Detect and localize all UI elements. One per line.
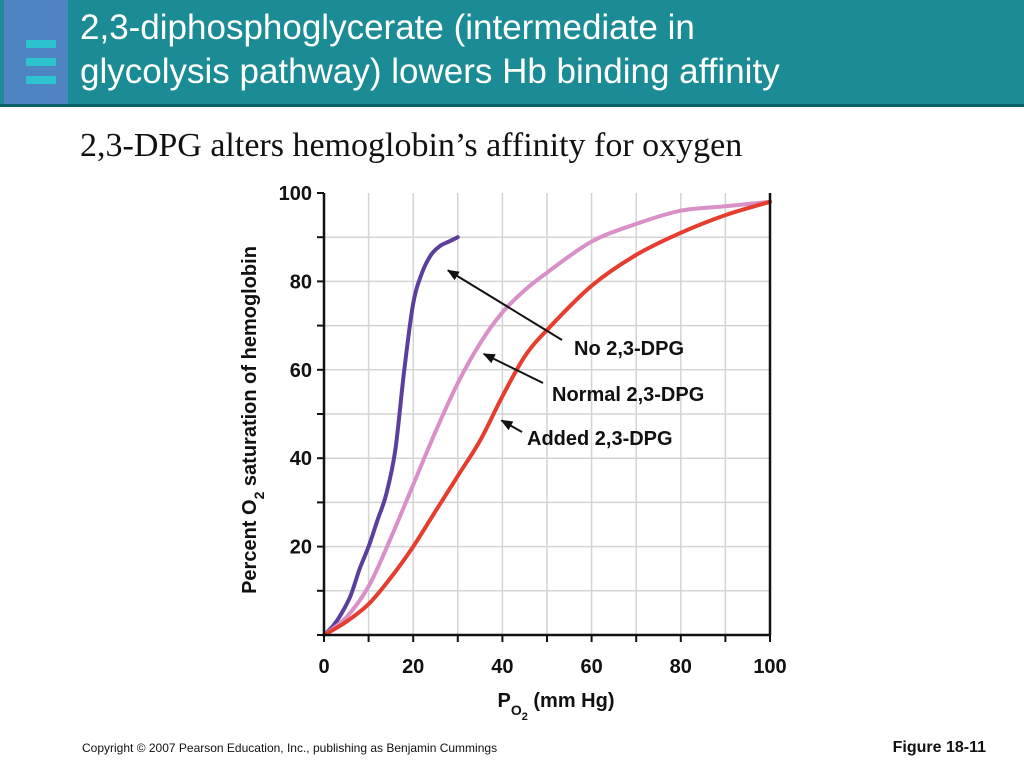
figure-label: Figure 18-11 [892, 739, 986, 756]
logo-bar [26, 76, 56, 84]
annotations: No 2,3-DPG Normal 2,3-DPG Added 2,3-DPG [446, 269, 704, 450]
x-tick-label: 100 [753, 656, 786, 678]
grid [324, 193, 770, 635]
tick-labels: 0 20 40 60 80 100 20 40 60 80 100 [279, 183, 787, 678]
y-axis-label: Percent O2 saturation of hemoglobin [239, 246, 267, 594]
y-tick-label: 60 [290, 360, 312, 382]
annotation-arrow [500, 419, 523, 433]
title-bar-divider [0, 104, 1024, 107]
slide-title: 2,3-diphosphoglycerate (intermediate in … [80, 8, 780, 91]
y-tick-label: 20 [290, 537, 312, 559]
x-tick-label: 20 [402, 656, 424, 678]
series-lines [322, 199, 772, 637]
logo-bar [26, 40, 56, 48]
logo-bar [26, 58, 56, 66]
annotation-label: Normal 2,3-DPG [552, 384, 704, 406]
x-tick-label: 0 [318, 656, 329, 678]
stacked-bars-logo-icon [4, 0, 68, 104]
annotation-arrow [482, 352, 544, 384]
x-axis-label: PO2 (mm Hg) [497, 690, 614, 723]
annotation-label: Added 2,3-DPG [527, 428, 673, 450]
series-line-added-2-3-dpg [322, 199, 772, 637]
slide-subtitle: 2,3-DPG alters hemoglobin’s affinity for… [80, 127, 743, 164]
x-tick-label: 60 [580, 656, 602, 678]
series-line-normal-2-3-dpg [322, 199, 772, 637]
x-tick-label: 40 [491, 656, 513, 678]
title-bar [0, 0, 1024, 104]
axes [317, 192, 772, 642]
annotation-label: No 2,3-DPG [574, 338, 684, 360]
y-tick-label: 40 [290, 448, 312, 470]
annotation-arrow [446, 269, 563, 341]
y-tick-label: 100 [279, 183, 312, 205]
x-tick-label: 80 [670, 656, 692, 678]
y-tick-label: 80 [290, 271, 312, 293]
series-line-no-2-3-dpg [322, 235, 460, 637]
copyright-notice: Copyright © 2007 Pearson Education, Inc.… [82, 741, 498, 755]
